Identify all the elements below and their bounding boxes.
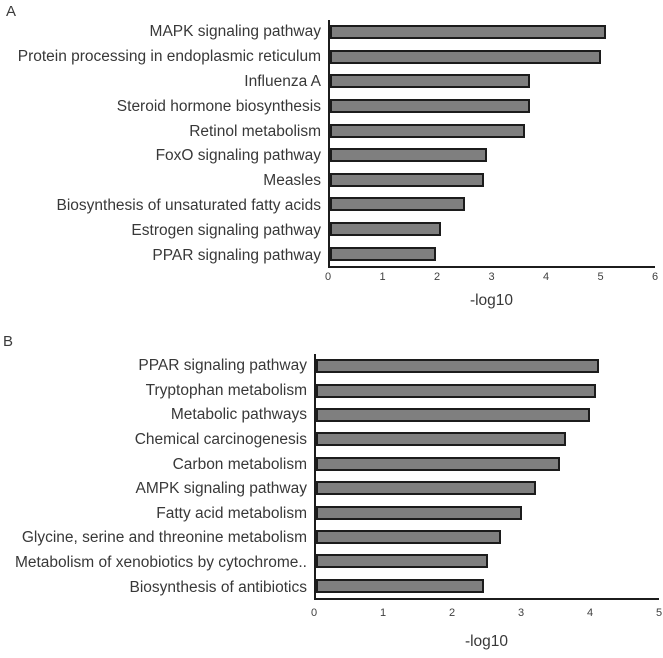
bar-row — [316, 354, 659, 378]
bar — [330, 74, 531, 89]
category-label: FoxO signaling pathway — [155, 147, 321, 165]
bar — [316, 383, 596, 398]
bar — [316, 578, 485, 593]
bar-row — [316, 525, 659, 549]
bar-row — [330, 69, 655, 94]
bar-row — [330, 217, 655, 242]
bar — [330, 123, 525, 138]
bar — [330, 49, 601, 64]
bar — [330, 99, 531, 114]
category-label: Steroid hormone biosynthesis — [116, 97, 321, 115]
bar-row — [330, 94, 655, 119]
plot-area — [328, 20, 655, 268]
bar — [316, 432, 567, 447]
plot-column: 0 1 2 3 4 5 6 -log10 — [324, 20, 659, 310]
category-label: Measles — [263, 172, 321, 190]
x-tick-label: 2 — [448, 607, 456, 619]
bar-row — [330, 241, 655, 266]
bar-row — [316, 403, 659, 427]
category-label: MAPK signaling pathway — [149, 23, 321, 41]
category-label: Chemical carcinogenesis — [134, 431, 307, 449]
category-label: PPAR signaling pathway — [152, 246, 321, 264]
x-ticks: 0 1 2 3 4 5 — [310, 607, 663, 620]
category-label: Protein processing in endoplasmic reticu… — [17, 48, 321, 66]
category-label: Tryptophan metabolism — [145, 381, 307, 399]
x-tick-label: 6 — [651, 271, 659, 283]
bar-row — [330, 168, 655, 193]
bar — [316, 554, 488, 569]
bar — [330, 25, 607, 40]
category-label: Metabolism of xenobiotics by cytochrome.… — [14, 554, 307, 572]
bar-row — [316, 574, 659, 598]
bar-row — [316, 378, 659, 402]
x-ticks: 0 1 2 3 4 5 6 — [324, 271, 659, 284]
panel-letter-A: A — [6, 3, 17, 20]
bar — [316, 456, 560, 471]
bar — [316, 481, 536, 496]
bar-row — [316, 500, 659, 524]
bar-chart-B: PPAR signaling pathway Tryptophan metabol… — [0, 354, 663, 651]
bar-row — [330, 143, 655, 168]
bar — [316, 407, 591, 422]
bar-row — [316, 476, 659, 500]
bar-row — [330, 45, 655, 70]
x-tick-label: 4 — [586, 607, 594, 619]
bar-chart-A: MAPK signaling pathway Protein processing… — [0, 20, 659, 310]
bar — [316, 505, 522, 520]
category-label: Fatty acid metabolism — [156, 504, 307, 522]
x-tick-label: 5 — [597, 271, 604, 283]
bar-row — [330, 20, 655, 45]
category-label: Estrogen signaling pathway — [131, 221, 321, 239]
x-axis-title: -log10 — [469, 292, 514, 309]
x-tick-label: 3 — [488, 271, 495, 283]
category-labels: MAPK signaling pathway Protein processing… — [0, 20, 328, 310]
category-label: PPAR signaling pathway — [138, 357, 307, 375]
category-label: Retinol metabolism — [189, 122, 321, 140]
plot-column: 0 1 2 3 4 5 -log10 — [310, 354, 663, 651]
bar-row — [316, 549, 659, 573]
bar — [330, 148, 488, 163]
category-label: AMPK signaling pathway — [135, 480, 307, 498]
category-label: Glycine, serine and threonine metabolism — [21, 529, 307, 547]
category-label: Biosynthesis of unsaturated fatty acids — [56, 196, 321, 214]
x-tick-label: 0 — [310, 607, 318, 619]
x-tick-label: 0 — [324, 271, 332, 283]
x-tick-label: 1 — [379, 271, 386, 283]
bar — [316, 359, 600, 374]
category-label: Biosynthesis of antibiotics — [129, 578, 307, 596]
x-tick-label: 1 — [379, 607, 387, 619]
bar — [330, 222, 442, 237]
bar-row — [316, 427, 659, 451]
x-tick-label: 2 — [433, 271, 441, 283]
x-tick-label: 5 — [655, 607, 663, 619]
bar — [330, 197, 466, 212]
bar — [316, 529, 502, 544]
category-label: Carbon metabolism — [172, 455, 307, 473]
category-label: Metabolic pathways — [170, 406, 307, 424]
category-labels: PPAR signaling pathway Tryptophan metabol… — [0, 354, 314, 651]
bar-row — [330, 192, 655, 217]
x-tick-label: 4 — [542, 271, 550, 283]
x-tick-label: 3 — [517, 607, 525, 619]
x-axis-title: -log10 — [464, 633, 509, 650]
panel-letter-B: B — [3, 333, 14, 350]
bar-row — [316, 452, 659, 476]
bar-row — [330, 118, 655, 143]
plot-area — [314, 354, 659, 600]
bar — [330, 246, 436, 261]
category-label: Influenza A — [244, 72, 321, 90]
bar — [330, 172, 485, 187]
